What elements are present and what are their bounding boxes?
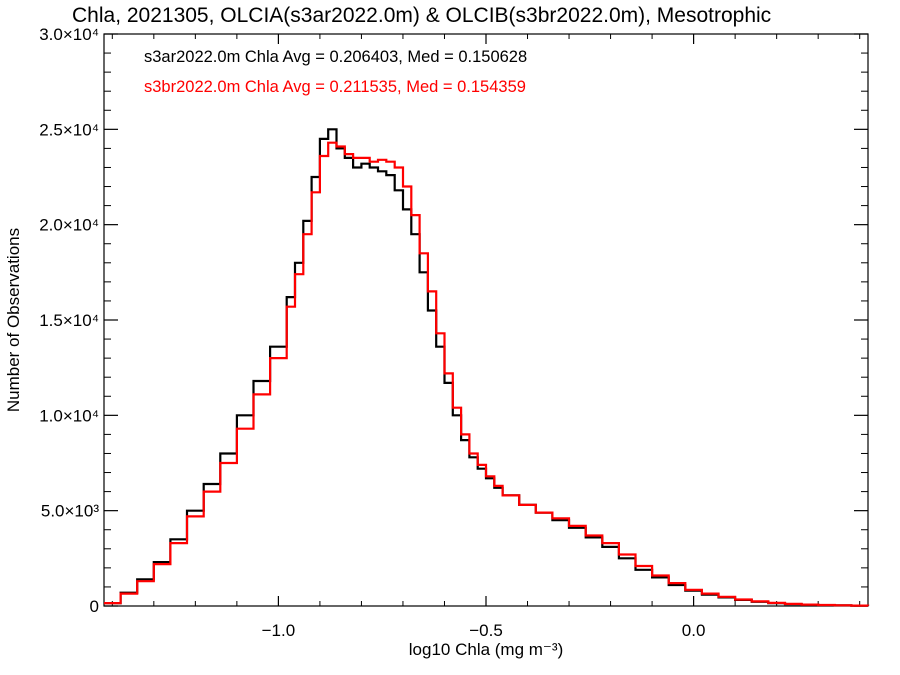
legend-entry-series-2: s3br2022.0m Chla Avg = 0.211535, Med = 0… [144,78,526,96]
plot-area [103,33,870,607]
chart-title: Chla, 2021305, OLCIA(s3ar2022.0m) & OLCI… [72,4,771,27]
y-tick-label-2: 1.0×10⁴ [39,406,99,425]
legend: s3ar2022.0m Chla Avg = 0.206403, Med = 0… [144,48,527,96]
x-tick-labels: −1.0 −0.5 0.0 [262,621,706,640]
y-tick-label-6: 3.0×10⁴ [39,25,99,44]
series-line-s3br2022.0m [104,141,870,607]
y-axis-label: Number of Observations [4,228,23,412]
series-lines [104,128,870,607]
y-tick-label-5: 2.5×10⁴ [39,120,99,139]
x-axis-label: log10 Chla (mg m⁻³) [409,640,563,659]
x-tick-label-1: −0.5 [469,621,503,640]
x-tick-label-0: −1.0 [262,621,296,640]
legend-entry-series-1: s3ar2022.0m Chla Avg = 0.206403, Med = 0… [144,48,527,66]
x-tick-label-2: 0.0 [682,621,706,640]
y-ticks [104,33,868,607]
y-tick-label-3: 1.5×10⁴ [39,311,99,330]
y-tick-label-4: 2.0×10⁴ [39,216,99,235]
y-tick-label-0: 0 [90,597,99,616]
plot-frame [103,33,869,607]
series-line-s3ar2022.0m [104,128,870,607]
y-tick-label-1: 5.0×10³ [41,502,99,521]
y-tick-labels: 0 5.0×10³ 1.0×10⁴ 1.5×10⁴ 2.0×10⁴ 2.5×10⁴ 3.0×… [39,25,99,616]
x-ticks [111,34,861,606]
